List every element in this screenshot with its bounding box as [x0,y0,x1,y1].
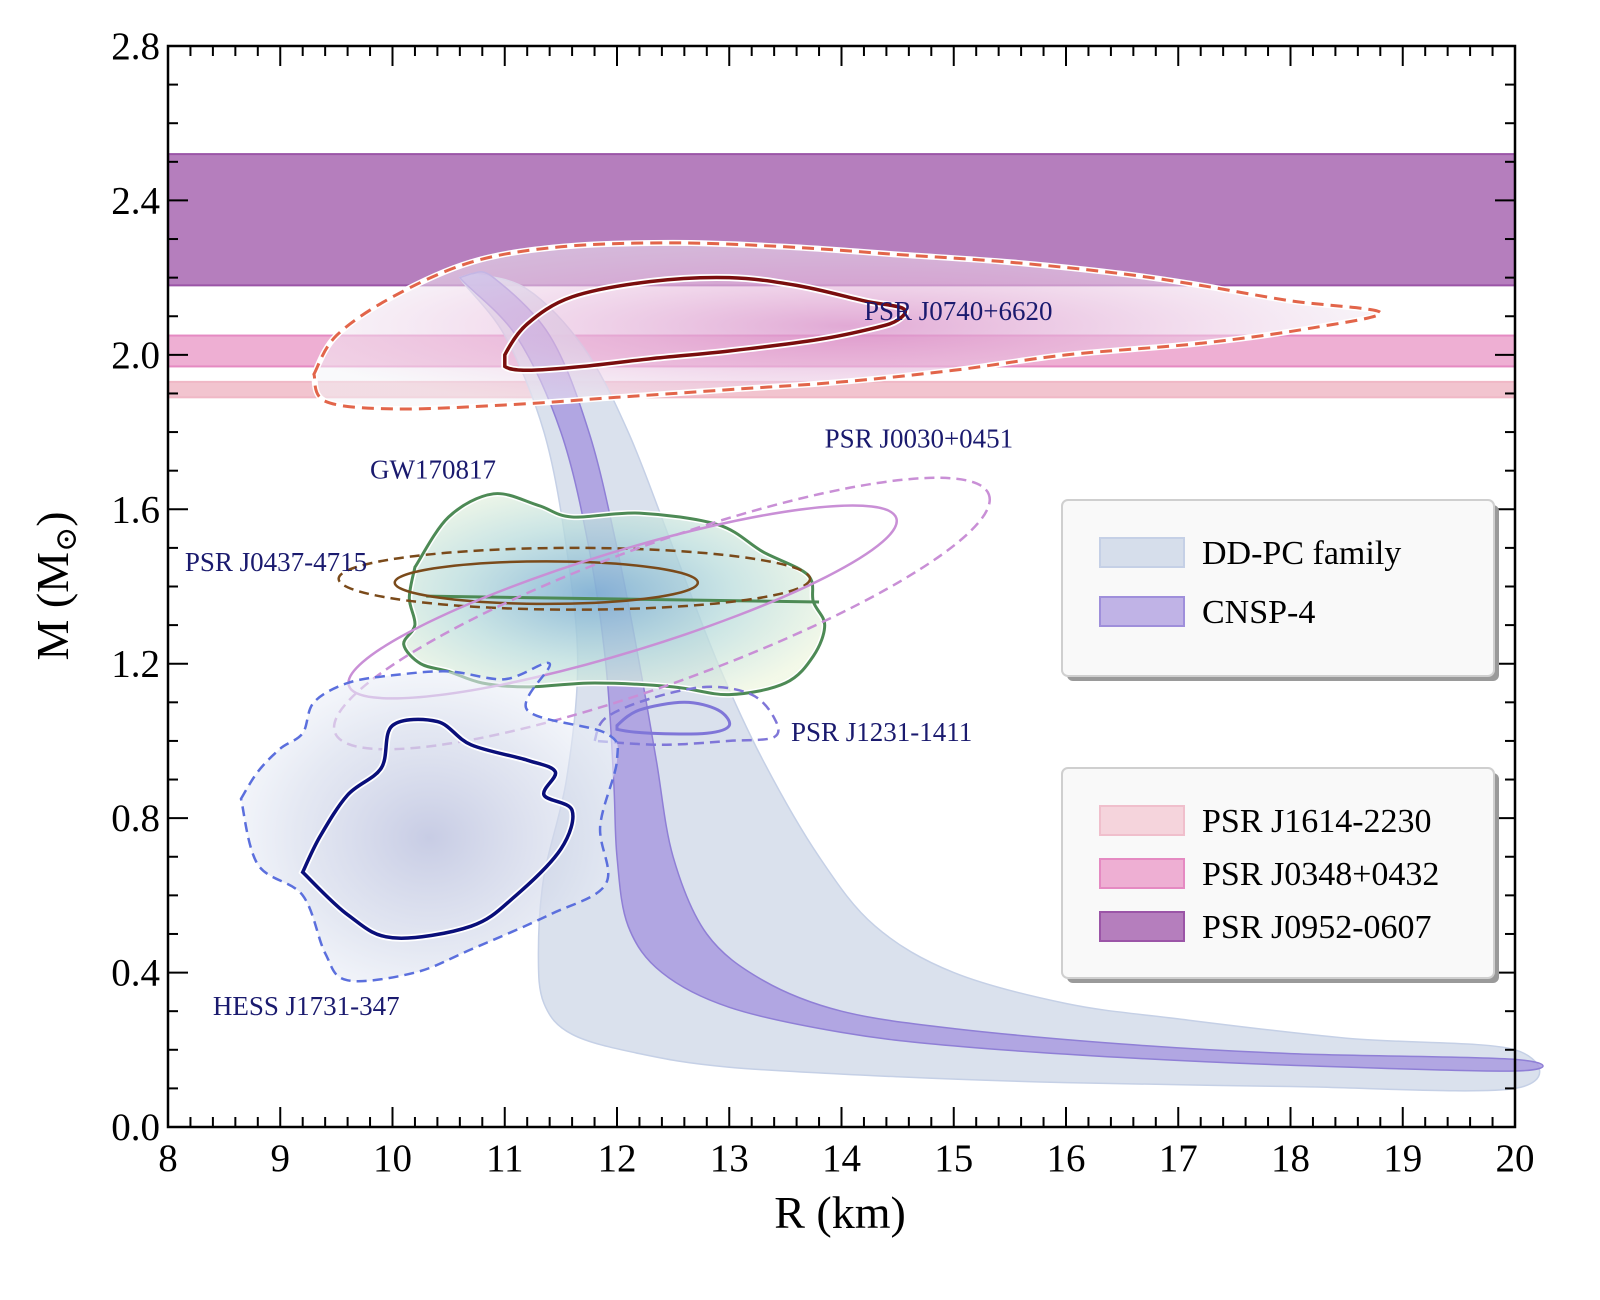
legend-label-psr-j1614-2230: PSR J1614-2230 [1202,803,1432,840]
x-tick-label: 9 [271,1137,291,1180]
legend-item-cnsp-4[interactable]: CNSP-4 [1099,594,1315,631]
x-tick-label: 15 [934,1137,973,1180]
legend-swatch-psr-j1614-2230 [1099,805,1185,836]
constraint-gw170817 [400,490,828,698]
svg-text:M (M⊙): M (M⊙) [27,511,83,660]
y-axis-title: M (M⊙) [27,511,83,660]
legends-layer: DD-PC family CNSP-4 PSR J1614-2230 PSR J034… [1061,499,1499,983]
constraint-psr-j0740-6620 [310,239,1384,413]
legend-swatch-dd-pc-family [1099,537,1185,568]
legend-lower-right: PSR J1614-2230 PSR J0348+0432 PSR J0952-06… [1061,767,1499,983]
y-tick-label: 1.2 [111,643,160,686]
legend-swatch-cnsp-4 [1099,596,1185,627]
legend-middle-right: DD-PC family CNSP-4 [1061,499,1499,681]
y-tick-label: 0.4 [111,952,160,995]
constraint-psr-j1231-1411 [592,685,780,747]
hess-inner-contour [300,717,575,940]
x-tick-label: 16 [1047,1137,1086,1180]
j0740-inner-contour [503,275,908,373]
psr-j0030-0451-outer-contour [332,476,992,751]
label-psr-j0740-6620: PSR J0740+6620 [864,296,1053,326]
y-axis-title-main: M (M [27,552,78,661]
y-tick-label: 0.0 [111,1106,160,1149]
legend-item-psr-j0952-0607[interactable]: PSR J0952-0607 [1099,909,1432,946]
legend-label-psr-j0952-0607: PSR J0952-0607 [1202,909,1432,946]
x-tick-label: 14 [822,1137,861,1180]
x-tick-label: 17 [1159,1137,1198,1180]
axes-layer: 8 9 10 11 12 13 14 15 16 17 18 19 20 0.0 0.4 0.8 1.2 1.6 2… [111,25,1534,1180]
x-tick-label: 19 [1383,1137,1422,1180]
legend-item-dd-pc-family[interactable]: DD-PC family [1099,535,1401,572]
x-tick-label: 10 [373,1137,412,1180]
observational-constraints-layer [239,239,1384,983]
x-tick-label: 13 [710,1137,749,1180]
hess-outer-contour [239,661,620,983]
x-tick-label: 20 [1496,1137,1535,1180]
y-tick-label: 0.8 [111,797,160,840]
y-axis-title-close: ) [27,511,78,526]
legend-label-psr-j0348-0432: PSR J0348+0432 [1202,856,1439,893]
constraint-hess-j1731-347 [239,661,620,983]
y-tick-label: 2.8 [111,25,160,68]
legend-frame [1061,499,1495,677]
x-tick-label: 8 [158,1137,178,1180]
gw170817-contour [402,492,827,697]
psr-j1231-1411-outer-contour [592,685,780,747]
sun-symbol-icon: ⊙ [50,527,83,552]
x-tick-label: 12 [598,1137,637,1180]
gw170817-divider [426,594,820,604]
label-psr-j1231-1411: PSR J1231-1411 [791,717,972,747]
legend-label-cnsp-4: CNSP-4 [1202,594,1315,631]
legend-swatch-psr-j0952-0607 [1099,911,1185,942]
psr-j0437-4715-outer-contour [337,546,812,611]
x-axis-title: R (km) [774,1187,906,1238]
legend-swatch-psr-j0348-0432 [1099,858,1185,889]
legend-item-psr-j0348-0432[interactable]: PSR J0348+0432 [1099,856,1439,893]
j0740-outer-contour [312,241,1382,411]
label-gw170817: GW170817 [370,454,496,484]
gw170817-fill [400,490,828,698]
x-tick-label: 18 [1271,1137,1310,1180]
legend-item-psr-j1614-2230[interactable]: PSR J1614-2230 [1099,803,1432,840]
y-tick-label: 2.4 [111,179,160,222]
y-tick-label: 2.0 [111,334,160,377]
label-hess-j1731-347: HESS J1731-347 [213,991,400,1021]
label-psr-j0437-4715: PSR J0437-4715 [185,547,367,577]
psr-j1231-1411-inner-contour [615,700,732,736]
constraint-psr-j0437-4715 [337,546,812,611]
x-tick-label: 11 [486,1137,524,1180]
psr-j0437-4715-inner-contour [393,560,700,606]
label-psr-j0030-0451: PSR J0030+0451 [825,424,1014,454]
annotation-labels-layer: PSR J0740+6620 GW170817 PSR J0437-4715 PSR … [185,296,1053,1021]
legend-label-dd-pc-family: DD-PC family [1202,535,1401,572]
y-tick-label: 1.6 [111,488,160,531]
